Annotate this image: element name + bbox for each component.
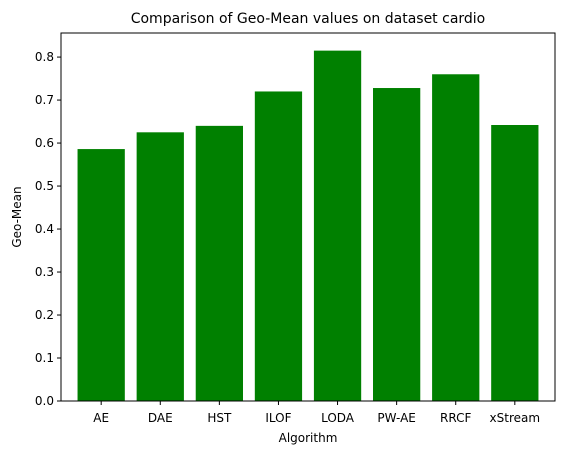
bar-dae (136, 132, 184, 401)
y-tick-label: 0.2 (35, 308, 54, 322)
bar-ae (77, 149, 125, 401)
y-tick-label: 0.6 (35, 136, 54, 150)
x-axis: AE DAE HST ILOF LODA PW-AE RRCF xStream (93, 401, 540, 425)
chart-title: Comparison of Geo-Mean values on dataset… (131, 11, 486, 27)
x-axis-title: Algorithm (279, 431, 338, 445)
y-tick-label: 0.4 (35, 222, 54, 236)
y-tick-label: 0.0 (35, 394, 54, 408)
bar-ilof (254, 91, 303, 402)
x-tick-label: ILOF (265, 411, 291, 425)
x-tick-label: AE (93, 411, 109, 425)
y-axis: 0.0 0.1 0.2 0.3 0.4 0.5 0.6 0.7 0.8 (35, 50, 61, 408)
x-tick-label: LODA (321, 411, 355, 425)
bars-group (77, 50, 539, 402)
x-tick-label: PW-AE (377, 411, 415, 425)
x-tick-label: DAE (148, 411, 173, 425)
y-tick-label: 0.7 (35, 93, 54, 107)
bar-loda (313, 50, 362, 402)
x-tick-label: xStream (490, 411, 541, 425)
x-tick-label: HST (207, 411, 232, 425)
y-tick-label: 0.1 (35, 351, 54, 365)
bar-hst (195, 125, 243, 402)
y-tick-label: 0.3 (35, 265, 54, 279)
bar-rrcf (432, 74, 480, 401)
y-tick-label: 0.5 (35, 179, 54, 193)
plot-frame (60, 32, 556, 402)
x-tick-label: RRCF (440, 411, 471, 425)
y-axis-title: Geo-Mean (10, 186, 24, 247)
bar-xstream (491, 125, 539, 401)
bar-pw-ae (373, 88, 421, 401)
y-tick-label: 0.8 (35, 50, 54, 64)
